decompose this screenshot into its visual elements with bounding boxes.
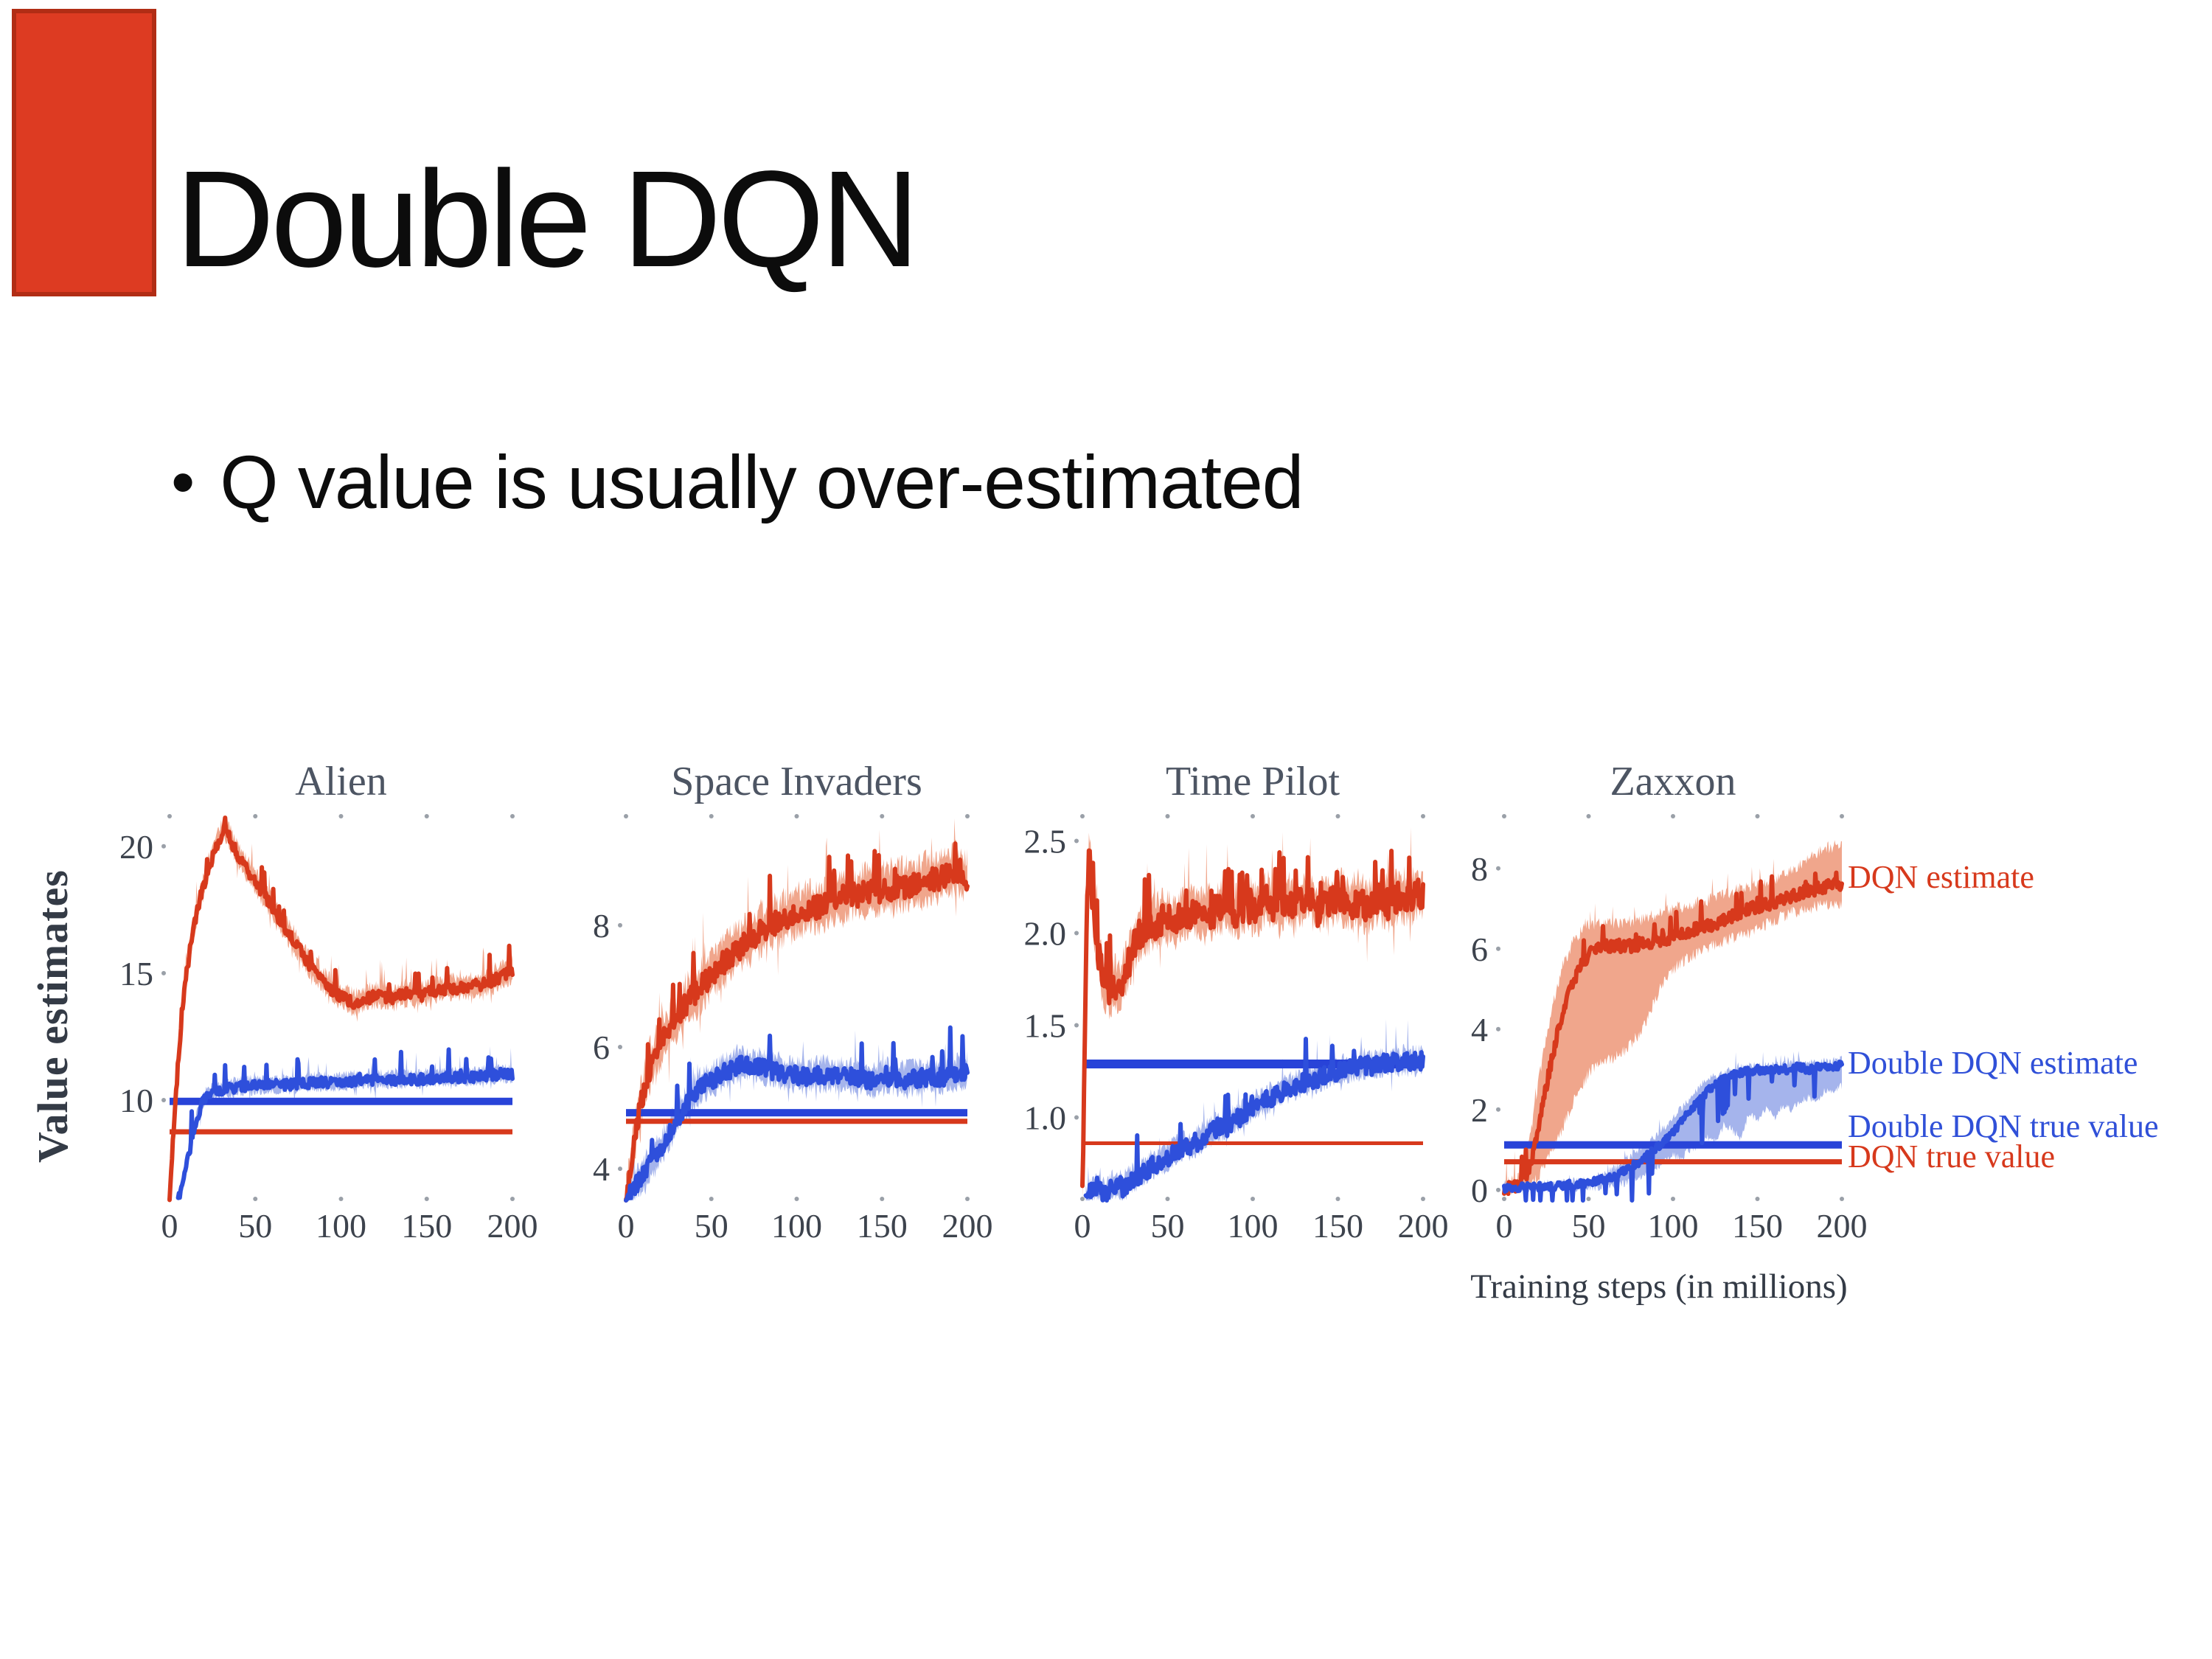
- bullet-text: Q value is usually over-estimated: [220, 440, 1304, 524]
- svg-text:150: 150: [1312, 1207, 1363, 1245]
- svg-text:0: 0: [1471, 1172, 1488, 1209]
- svg-text:50: 50: [695, 1207, 728, 1245]
- svg-text:150: 150: [857, 1207, 908, 1245]
- svg-text:150: 150: [1732, 1207, 1783, 1245]
- svg-text:Space Invaders: Space Invaders: [671, 759, 922, 804]
- svg-text:100: 100: [771, 1207, 822, 1245]
- svg-text:6: 6: [1471, 931, 1488, 968]
- svg-text:Time Pilot: Time Pilot: [1166, 759, 1340, 804]
- svg-text:0: 0: [1496, 1207, 1513, 1245]
- svg-text:2.0: 2.0: [1024, 915, 1067, 953]
- svg-text:50: 50: [1572, 1207, 1606, 1245]
- svg-text:20: 20: [119, 828, 153, 866]
- accent-bar: [12, 9, 156, 296]
- svg-text:200: 200: [1398, 1207, 1449, 1245]
- svg-text:50: 50: [238, 1207, 272, 1245]
- svg-text:1.5: 1.5: [1024, 1007, 1067, 1045]
- legend-double-dqn-true-value: Double DQN true value: [1848, 1108, 2159, 1144]
- svg-text:50: 50: [1151, 1207, 1185, 1245]
- svg-text:0: 0: [618, 1207, 635, 1245]
- svg-text:200: 200: [487, 1207, 538, 1245]
- y-axis-label: Value estimates: [29, 869, 77, 1163]
- svg-text:Alien: Alien: [295, 759, 386, 804]
- svg-text:4: 4: [1471, 1011, 1488, 1048]
- bullet-item: • Q value is usually over-estimated: [171, 441, 1304, 524]
- legend-dqn-estimate: DQN estimate: [1848, 859, 2034, 895]
- bullet-marker: •: [171, 445, 195, 521]
- svg-text:8: 8: [593, 907, 610, 945]
- svg-text:1.0: 1.0: [1024, 1099, 1067, 1137]
- legend-dqn-true-value: DQN true value: [1848, 1138, 2056, 1175]
- svg-text:2.5: 2.5: [1024, 823, 1067, 860]
- svg-text:100: 100: [316, 1207, 366, 1245]
- svg-text:0: 0: [1074, 1207, 1091, 1245]
- svg-text:200: 200: [1817, 1207, 1868, 1245]
- svg-text:10: 10: [119, 1082, 153, 1119]
- svg-text:Zaxxon: Zaxxon: [1610, 759, 1736, 804]
- svg-text:15: 15: [119, 955, 153, 992]
- svg-text:8: 8: [1471, 850, 1488, 888]
- svg-text:100: 100: [1648, 1207, 1699, 1245]
- legend-double-dqn-estimate: Double DQN estimate: [1848, 1045, 2138, 1081]
- x-axis-label: Training steps (in millions): [1470, 1267, 1848, 1306]
- svg-text:150: 150: [401, 1207, 452, 1245]
- page-title: Double DQN: [175, 143, 919, 296]
- svg-text:2: 2: [1471, 1091, 1488, 1129]
- svg-text:0: 0: [161, 1207, 178, 1245]
- svg-text:100: 100: [1228, 1207, 1279, 1245]
- svg-text:6: 6: [593, 1029, 610, 1066]
- svg-text:4: 4: [593, 1150, 610, 1188]
- svg-text:200: 200: [942, 1207, 993, 1245]
